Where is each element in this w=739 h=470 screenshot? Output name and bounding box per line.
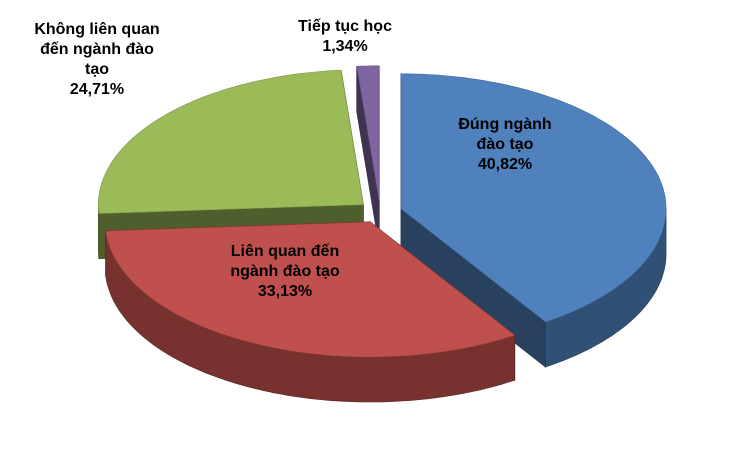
value-label: 40,82% (477, 156, 533, 173)
slice (356, 65, 380, 201)
value-label: 1,34% (322, 38, 368, 55)
data-label: Không liên quan đến ngành đào tạo 24,71% (27, 20, 167, 100)
slice (105, 221, 516, 358)
slice-name: Tiếp tục học (298, 18, 392, 35)
data-label: Liên quan đến ngành đào tạo 33,13% (210, 242, 360, 302)
slice (98, 69, 364, 214)
slice-name: Đúng ngành đào tạo (458, 116, 552, 153)
slice-name: Liên quan đến ngành đào tạo (230, 243, 340, 280)
value-label: 24,71% (69, 81, 125, 98)
data-label: Tiếp tục học 1,34% (285, 17, 405, 57)
slice (400, 73, 667, 323)
data-label: Đúng ngành đào tạo 40,82% (450, 115, 560, 175)
slice-name: Không liên quan đến ngành đào tạo (34, 21, 160, 78)
value-label: 33,13% (257, 283, 313, 300)
